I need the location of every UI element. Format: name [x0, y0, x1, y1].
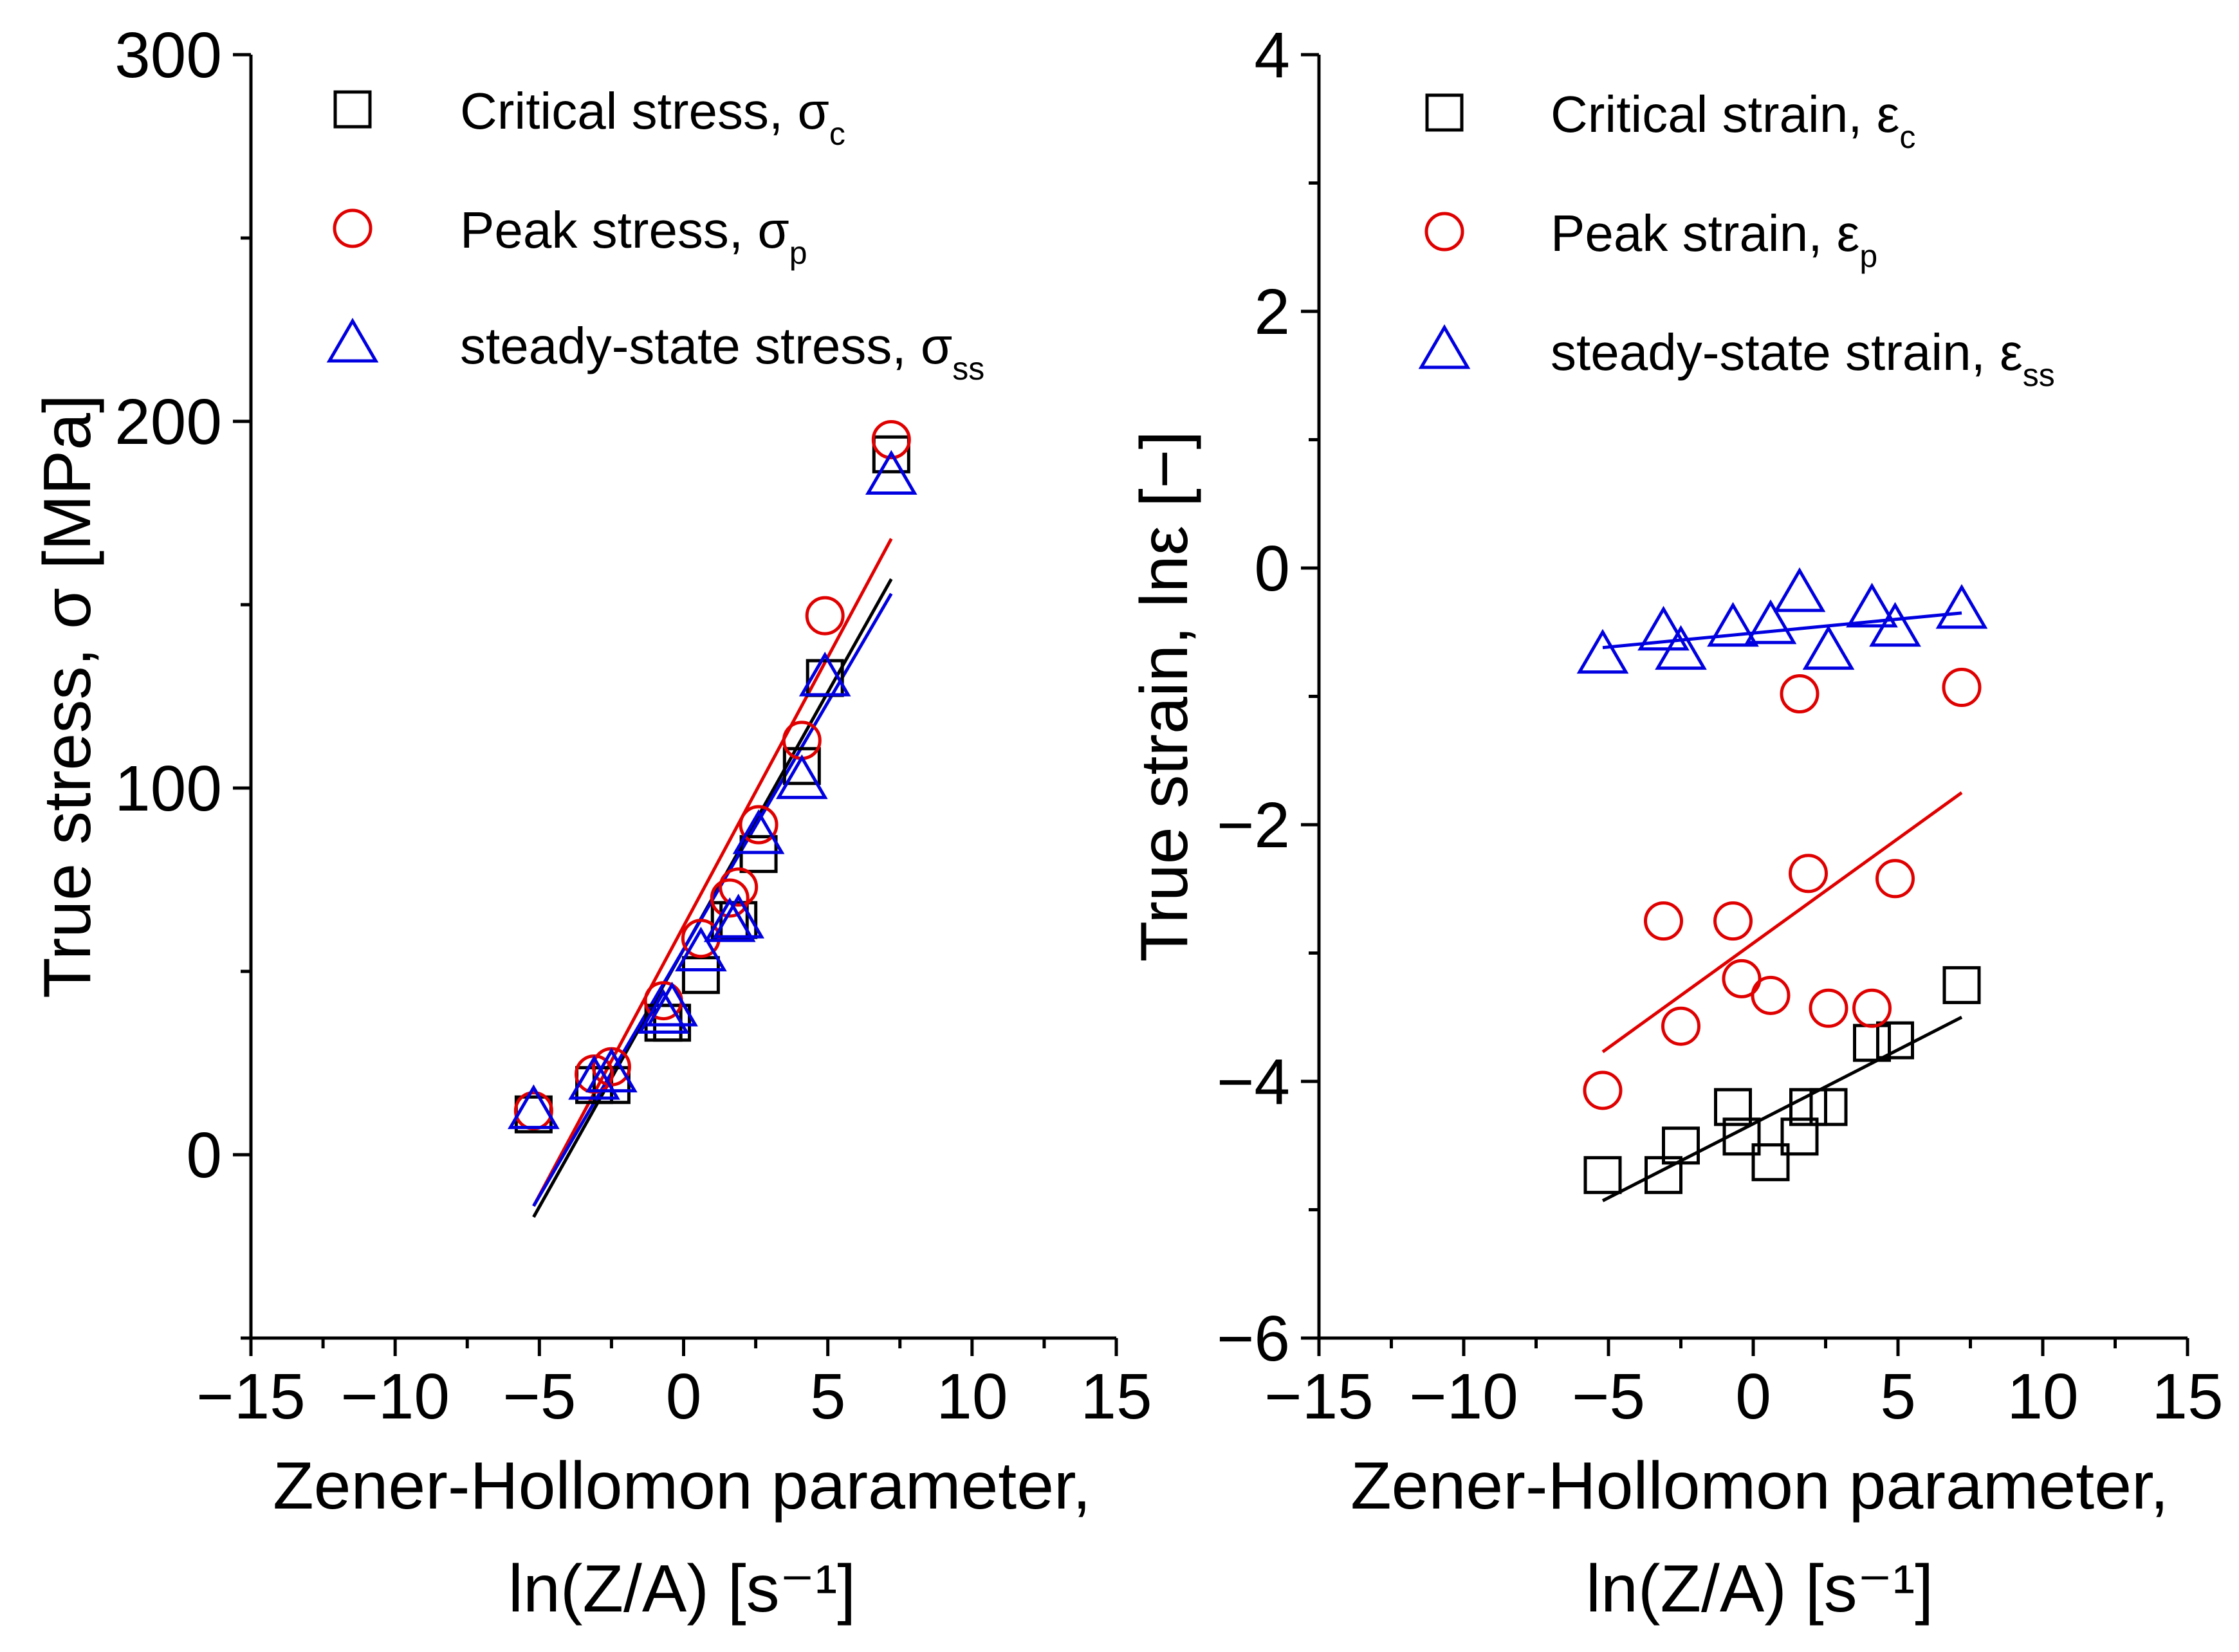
data-point-triangle	[1773, 567, 1826, 612]
x-axis-label-line2: ln(Z/A) [s⁻¹]	[1586, 1552, 1933, 1626]
data-point-triangle	[1637, 605, 1690, 651]
x-axis-label-line2: ln(Z/A) [s⁻¹]	[508, 1552, 856, 1626]
data-point-triangle	[732, 809, 785, 854]
data-point-square	[1942, 966, 1981, 1004]
data-point-square	[1809, 1088, 1848, 1126]
x-tick-label: −5	[502, 1361, 576, 1433]
data-point-circle	[1942, 668, 1982, 708]
data-point-circle	[1751, 975, 1791, 1015]
data-point-circle	[1644, 901, 1683, 941]
x-tick-label: −10	[340, 1361, 450, 1433]
data-point-circle	[1780, 674, 1820, 714]
y-tick-label: −2	[1217, 789, 1290, 861]
strain-panel: −15 −10 −5 0 5 10 15 −6 −4 −2 0 2 4 Zener-Hollomon pa…	[1127, 19, 2224, 1626]
legend-label: steady-state stress, σss	[460, 317, 984, 387]
data-point-circle	[1852, 988, 1892, 1028]
data-point-triangle	[1846, 582, 1898, 628]
data-point-circle	[719, 867, 759, 907]
data-point-triangle	[1707, 601, 1759, 647]
data-point-triangle	[646, 982, 698, 1027]
legend-label: Critical stress, σc	[460, 82, 845, 152]
data-point-circle	[805, 596, 845, 636]
data-point-square	[782, 747, 821, 785]
legend-label: Peak stress, σp	[460, 201, 807, 271]
data-point-circle	[1661, 1006, 1700, 1046]
x-tick-label: −5	[1572, 1361, 1645, 1433]
data-point-square	[1876, 1021, 1914, 1060]
fit-line-square	[1601, 1016, 1963, 1202]
data-point-triangle	[775, 754, 828, 800]
stress-panel: −15 −10 −5 0 5 10 15 0 100 200 300 Zener-Hollomon p…	[30, 19, 1152, 1626]
data-point-square	[1722, 1117, 1761, 1156]
x-tick-label: −15	[1264, 1361, 1374, 1433]
x-tick-label: 0	[1735, 1361, 1771, 1433]
data-point-circle	[739, 805, 779, 845]
data-point-triangle	[1869, 601, 1921, 647]
data-point-square	[1662, 1126, 1700, 1165]
legend-label: Critical strain, εc	[1551, 86, 1915, 155]
x-tick-label: 5	[810, 1361, 846, 1433]
y-tick-label: −4	[1217, 1046, 1290, 1118]
data-point-triangle	[1576, 629, 1629, 674]
x-axis-label-line1: Zener-Hollomon parameter,	[273, 1449, 1091, 1523]
y-tick-label: 0	[186, 1119, 222, 1191]
y-tick-label: 300	[115, 19, 222, 91]
legend-label: steady-state strain, εss	[1551, 324, 2055, 393]
data-point-triangle	[1655, 625, 1707, 670]
data-point-triangle	[798, 652, 851, 697]
data-point-triangle	[508, 1084, 560, 1130]
x-tick-label: 10	[2007, 1361, 2078, 1433]
data-point-circle	[1583, 1070, 1623, 1110]
y-tick-label: 100	[115, 753, 222, 825]
legend-marker-circle	[1424, 212, 1464, 252]
data-point-triangle	[637, 989, 690, 1034]
data-point-triangle	[865, 450, 917, 495]
legend-marker-triangle	[1418, 324, 1471, 369]
data-point-circle	[1789, 854, 1828, 894]
data-point-triangle	[1935, 583, 1988, 629]
legend-marker-square	[333, 90, 372, 129]
data-point-circle	[710, 878, 750, 918]
x-tick-label: −15	[196, 1361, 306, 1433]
data-point-triangle	[675, 926, 727, 971]
y-tick-label: 200	[115, 386, 222, 458]
legend-marker-triangle	[326, 318, 379, 363]
data-point-square	[872, 435, 910, 473]
x-tick-label: 10	[936, 1361, 1008, 1433]
data-point-square	[1714, 1088, 1752, 1126]
y-axis-label: True stress, σ [MPa]	[30, 394, 105, 998]
data-point-triangle	[1802, 625, 1855, 670]
data-point-triangle	[712, 894, 765, 939]
x-tick-label: 15	[1080, 1361, 1152, 1433]
legend-marker-square	[1425, 93, 1464, 132]
data-point-circle	[1809, 988, 1848, 1028]
data-point-square	[1583, 1156, 1622, 1195]
data-point-circle	[1875, 859, 1915, 899]
data-point-square	[1751, 1143, 1790, 1182]
data-point-triangle	[1744, 599, 1797, 645]
y-tick-label: 4	[1254, 19, 1290, 91]
data-point-square	[1789, 1088, 1827, 1126]
y-axis-label: True strain, lnε [−]	[1127, 431, 1202, 962]
data-point-triangle	[585, 1047, 638, 1093]
x-axis-label-line1: Zener-Hollomon parameter,	[1350, 1449, 2169, 1523]
data-point-square	[1780, 1117, 1819, 1156]
legend-marker-circle	[333, 208, 373, 248]
fit-line-circle	[1601, 791, 1963, 1054]
x-tick-label: 5	[1880, 1361, 1916, 1433]
data-point-triangle	[703, 897, 756, 942]
data-point-circle	[1722, 959, 1762, 998]
data-point-circle	[1713, 901, 1753, 941]
y-tick-label: 0	[1254, 533, 1290, 605]
x-tick-label: 0	[666, 1361, 702, 1433]
y-tick-label: −6	[1217, 1303, 1290, 1375]
x-tick-label: 15	[2151, 1361, 2223, 1433]
x-tick-label: −10	[1409, 1361, 1518, 1433]
y-tick-label: 2	[1254, 276, 1290, 348]
legend-label: Peak strain, εp	[1551, 205, 1877, 274]
data-point-circle	[871, 420, 911, 459]
data-point-triangle	[568, 1055, 620, 1100]
